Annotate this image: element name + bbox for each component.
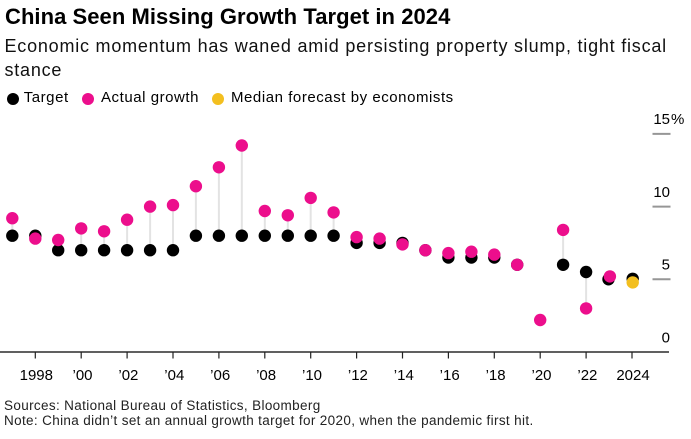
svg-text:10: 10 [653, 184, 670, 201]
svg-text:15: 15 [653, 111, 670, 128]
svg-text:’16: ’16 [440, 367, 460, 384]
svg-text:’02: ’02 [118, 367, 138, 384]
svg-text:’06: ’06 [210, 367, 230, 384]
svg-text:’20: ’20 [531, 367, 551, 384]
svg-text:’00: ’00 [72, 367, 92, 384]
svg-text:%: % [671, 111, 684, 128]
svg-text:2024: 2024 [616, 367, 649, 384]
svg-text:’10: ’10 [302, 367, 322, 384]
svg-text:’14: ’14 [394, 367, 414, 384]
svg-text:’22: ’22 [577, 367, 597, 384]
svg-text:’12: ’12 [348, 367, 368, 384]
svg-text:0: 0 [662, 329, 670, 346]
svg-text:’18: ’18 [486, 367, 506, 384]
svg-text:5: 5 [662, 257, 670, 274]
svg-text:’08: ’08 [256, 367, 276, 384]
svg-text:’04: ’04 [164, 367, 184, 384]
svg-text:1998: 1998 [20, 367, 53, 384]
